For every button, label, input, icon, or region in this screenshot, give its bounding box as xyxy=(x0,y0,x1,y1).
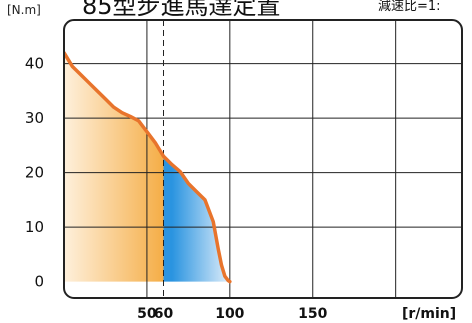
x-tick-label: 100 xyxy=(215,306,244,322)
area-orange-region xyxy=(64,52,164,282)
x-tick-label: 50 xyxy=(137,306,157,322)
chart-title: 85型步進馬達定置 xyxy=(82,0,281,20)
chart-subtitle: 減速比=1: xyxy=(378,0,441,14)
y-tick-label: 0 xyxy=(34,273,44,291)
y-tick-label: 40 xyxy=(25,55,44,73)
area-blue-region xyxy=(163,156,230,282)
y-tick-label: 10 xyxy=(25,218,44,236)
x-tick-label: 150 xyxy=(298,306,327,322)
plot-frame xyxy=(63,19,463,299)
x-tick-label: 60 xyxy=(154,306,174,322)
y-tick-label: 30 xyxy=(25,109,44,127)
y-tick-label: 20 xyxy=(25,164,44,182)
y-axis-unit-label: [N.m] xyxy=(7,3,41,17)
grid-lines xyxy=(64,20,462,298)
plot-area xyxy=(64,20,462,298)
y-tick-labels: 0 10 20 30 40 xyxy=(25,55,44,291)
torque-curve xyxy=(64,50,232,284)
x-axis-unit-label: [r/min] xyxy=(402,306,456,322)
